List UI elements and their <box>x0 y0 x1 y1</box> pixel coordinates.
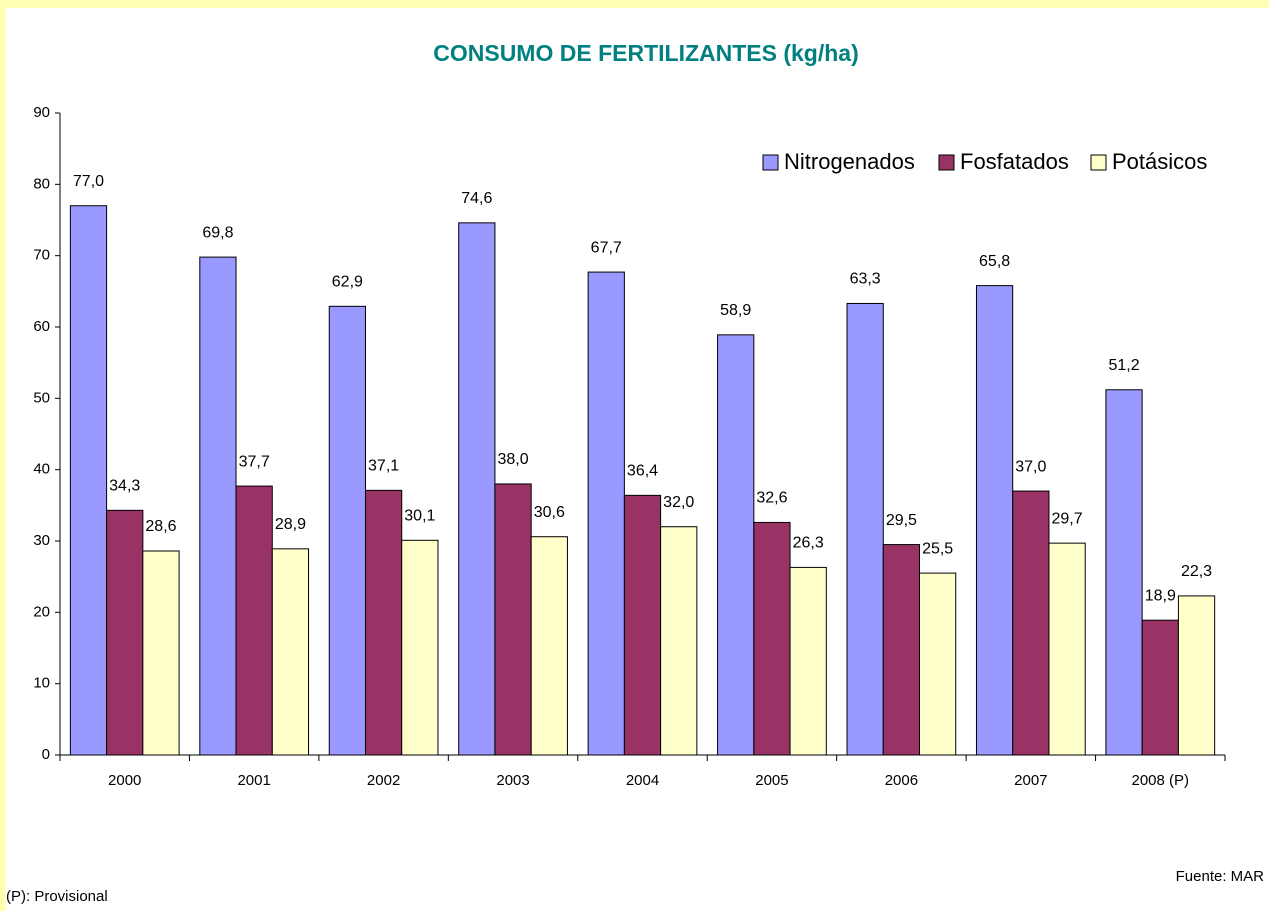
value-label: 28,6 <box>145 518 176 535</box>
bar <box>919 572 957 756</box>
bar <box>1177 595 1216 756</box>
x-tick-label: 2004 <box>626 772 659 789</box>
bar <box>69 205 108 756</box>
bar <box>235 485 273 756</box>
value-label: 26,3 <box>793 535 824 552</box>
y-tick-label: 30 <box>33 532 50 549</box>
legend-label: Nitrogenados <box>784 149 915 174</box>
x-tick-label: 2001 <box>237 772 270 789</box>
bar <box>530 536 568 756</box>
value-label: 65,8 <box>979 253 1010 270</box>
bar <box>789 566 827 756</box>
x-tick-label: 2008 (P) <box>1132 772 1190 789</box>
value-label: 32,0 <box>663 494 694 511</box>
x-tick-label: 2007 <box>1014 772 1047 789</box>
bar <box>401 539 439 756</box>
value-label: 77,0 <box>73 173 104 190</box>
x-tick-label: 2006 <box>885 772 918 789</box>
value-label: 36,4 <box>627 463 658 480</box>
value-label: 22,3 <box>1181 563 1212 580</box>
y-tick-label: 0 <box>42 746 50 763</box>
value-label: 37,0 <box>1015 458 1046 475</box>
x-tick-label: 2003 <box>496 772 529 789</box>
chart-title: CONSUMO DE FERTILIZANTES (kg/ha) <box>433 40 859 66</box>
y-tick-label: 60 <box>33 318 50 335</box>
value-label: 74,6 <box>461 190 492 207</box>
bar <box>623 494 662 756</box>
y-tick-label: 20 <box>33 603 50 620</box>
bar <box>1048 542 1086 756</box>
value-label: 30,1 <box>404 508 435 525</box>
bar <box>271 548 310 756</box>
bar <box>458 222 496 756</box>
bar <box>328 305 366 756</box>
value-label: 37,1 <box>368 458 399 475</box>
source: Fuente: MAR <box>1176 868 1265 885</box>
value-label: 34,3 <box>109 478 140 495</box>
bar <box>1141 619 1179 756</box>
bar <box>1012 490 1050 756</box>
bar <box>753 521 791 756</box>
bar <box>199 256 237 756</box>
y-tick-label: 80 <box>33 175 50 192</box>
x-tick-label: 2002 <box>367 772 400 789</box>
x-tick-label: 2000 <box>108 772 141 789</box>
y-tick-label: 70 <box>33 247 50 264</box>
x-tick-label: 2005 <box>755 772 788 789</box>
value-label: 51,2 <box>1108 357 1139 374</box>
value-label: 32,6 <box>756 490 787 507</box>
value-label: 30,6 <box>534 504 565 521</box>
bar <box>142 550 180 756</box>
bar <box>882 544 921 756</box>
legend-swatch <box>1090 154 1107 171</box>
bar <box>975 285 1014 756</box>
value-label: 29,7 <box>1052 510 1083 527</box>
chart: CONSUMO DE FERTILIZANTES (kg/ha) (P): Pr… <box>6 8 1269 911</box>
bar <box>1105 389 1143 756</box>
value-label: 29,5 <box>886 512 917 529</box>
bar <box>364 489 403 756</box>
value-label: 38,0 <box>497 451 528 468</box>
value-label: 58,9 <box>720 302 751 319</box>
y-tick-label: 40 <box>33 461 50 478</box>
legend-swatch <box>938 154 955 171</box>
bar <box>660 526 698 756</box>
note: (P): Provisional <box>6 888 108 905</box>
value-label: 37,7 <box>239 453 270 470</box>
value-label: 69,8 <box>202 224 233 241</box>
legend-swatch <box>762 154 779 171</box>
value-label: 67,7 <box>591 239 622 256</box>
value-label: 25,5 <box>922 540 953 557</box>
bar <box>587 271 625 756</box>
value-label: 63,3 <box>850 271 881 288</box>
y-tick-label: 10 <box>33 675 50 692</box>
y-tick-label: 90 <box>33 104 50 121</box>
y-tick-label: 50 <box>33 389 50 406</box>
value-label: 28,9 <box>275 516 306 533</box>
bar <box>494 483 532 756</box>
bar <box>106 509 144 756</box>
value-label: 62,9 <box>332 274 363 291</box>
legend-label: Potásicos <box>1112 149 1207 174</box>
bar <box>717 334 755 756</box>
value-label: 18,9 <box>1145 587 1176 604</box>
bar <box>846 302 884 756</box>
legend-label: Fosfatados <box>960 149 1069 174</box>
